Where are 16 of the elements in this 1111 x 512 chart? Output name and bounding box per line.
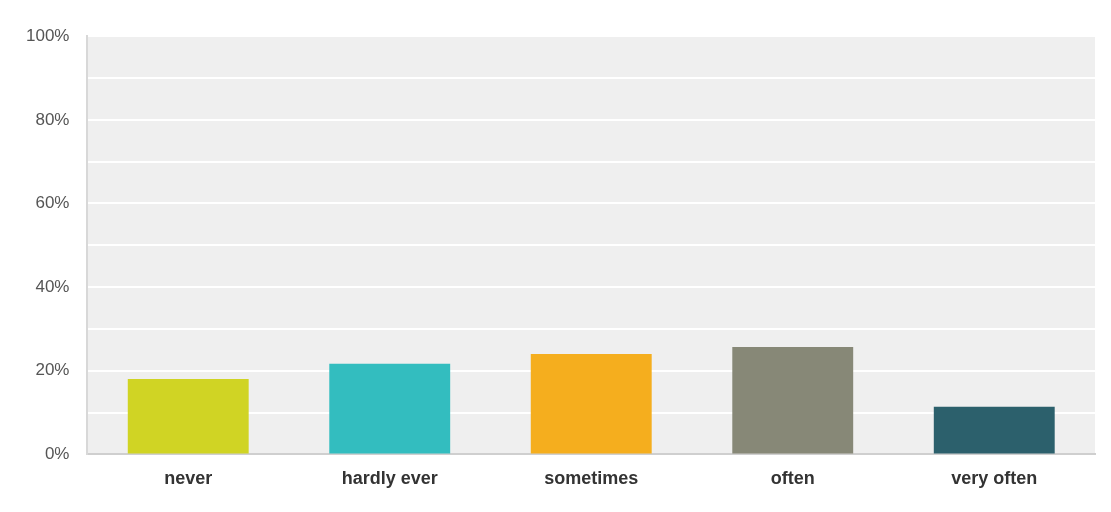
x-tick-label: hardly ever <box>341 468 438 489</box>
y-tick-label: 80% <box>35 109 70 129</box>
x-tick-label: never <box>164 468 213 489</box>
bar <box>530 354 652 454</box>
bar <box>933 406 1055 454</box>
y-tick-label: 60% <box>35 193 70 213</box>
y-tick-label: 40% <box>35 276 70 296</box>
bar <box>127 379 249 454</box>
x-tick-label: sometimes <box>544 468 639 489</box>
y-tick-label: 100% <box>26 25 70 45</box>
x-tick-label: often <box>770 468 815 489</box>
bar <box>329 363 451 454</box>
x-tick-label: very often <box>951 468 1038 489</box>
y-tick-label: 20% <box>35 360 70 380</box>
y-tick-label: 0% <box>44 444 70 464</box>
bar <box>732 346 854 454</box>
